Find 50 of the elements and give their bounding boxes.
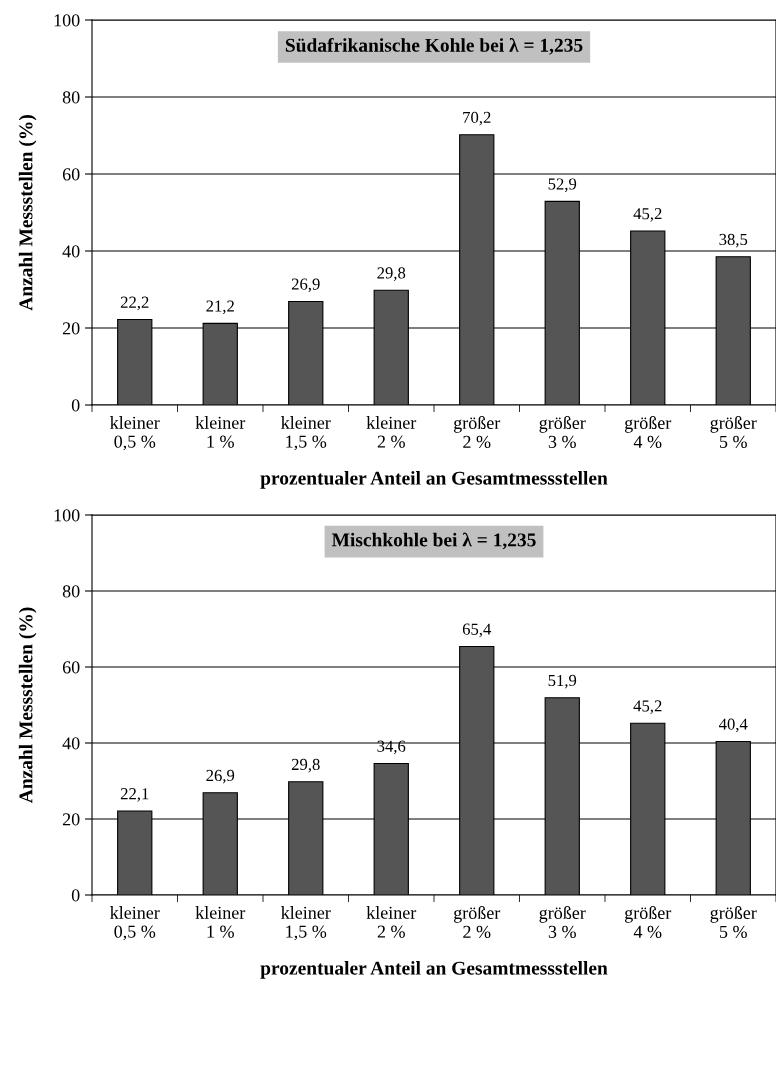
x-tick-label: größer 3 % bbox=[539, 906, 586, 938]
y-tick-label: 100 bbox=[54, 14, 80, 27]
text: Südafrikanische Kohle bei λ = 1,235 bbox=[285, 37, 583, 55]
x-axis-title: prozentualer Anteil an Gesamtmessstellen bbox=[260, 471, 608, 489]
data-label: 65,4 bbox=[462, 623, 492, 638]
y-tick-label: 80 bbox=[62, 585, 80, 598]
data-label: 45,2 bbox=[633, 700, 662, 714]
data-label: 34,6 bbox=[377, 740, 406, 755]
x-tick-label: größer 5 % bbox=[710, 906, 757, 938]
data-label: 26,9 bbox=[206, 769, 235, 784]
data-label: 29,8 bbox=[291, 758, 320, 773]
data-label: 70,2 bbox=[463, 111, 491, 126]
x-tick-label: größer 2 % bbox=[453, 416, 501, 448]
y-tick-label: 40 bbox=[62, 245, 80, 258]
y-axis-title: Anzahl Messstellen (%) bbox=[18, 115, 37, 311]
text: Mischkohle bei λ = 1,235 bbox=[331, 532, 536, 550]
x-tick-label: kleiner 1,5 % bbox=[281, 416, 331, 451]
y-tick-label: 20 bbox=[62, 322, 80, 335]
data-label: 40,4 bbox=[718, 718, 748, 733]
x-tick-label: kleiner 0,5 % bbox=[110, 416, 160, 451]
y-axis-title: Anzahl Messstellen (%) bbox=[18, 607, 37, 804]
data-label: 22,2 bbox=[120, 296, 149, 311]
data-label: 21,2 bbox=[206, 300, 234, 315]
x-tick-label: größer 5 % bbox=[710, 416, 757, 448]
y-tick-label: 0 bbox=[71, 399, 80, 412]
data-label: 52,9 bbox=[548, 178, 577, 193]
data-label: 29,8 bbox=[377, 267, 406, 281]
y-tick-label: 100 bbox=[54, 509, 80, 522]
x-tick-label: kleiner 1,5 % bbox=[281, 906, 331, 941]
data-label: 45,2 bbox=[633, 208, 662, 222]
x-tick-label: größer 3 % bbox=[539, 416, 586, 448]
x-tick-label: größer 4 % bbox=[624, 416, 672, 448]
y-tick-label: 40 bbox=[62, 737, 80, 750]
x-tick-label: größer 2 % bbox=[453, 906, 501, 938]
y-tick-label: 80 bbox=[62, 91, 80, 104]
y-tick-label: 20 bbox=[62, 813, 80, 826]
data-label: 26,9 bbox=[291, 278, 320, 293]
data-label: 22,1 bbox=[120, 788, 149, 802]
data-label: 51,9 bbox=[548, 674, 577, 689]
y-tick-label: 60 bbox=[62, 661, 80, 674]
y-tick-label: 0 bbox=[71, 889, 80, 902]
x-tick-label: kleiner 1 % bbox=[195, 416, 246, 448]
x-tick-label: kleiner 0,5 % bbox=[110, 906, 160, 941]
x-tick-label: kleiner 1 % bbox=[195, 906, 246, 938]
x-tick-label: kleiner 2 % bbox=[366, 416, 417, 448]
y-tick-label: 60 bbox=[62, 168, 80, 181]
x-tick-label: kleiner 2 % bbox=[366, 906, 417, 938]
data-label: 38,5 bbox=[719, 233, 748, 248]
x-tick-label: größer 4 % bbox=[624, 906, 672, 938]
x-axis-title: prozentualer Anteil an Gesamtmessstellen bbox=[260, 961, 608, 979]
